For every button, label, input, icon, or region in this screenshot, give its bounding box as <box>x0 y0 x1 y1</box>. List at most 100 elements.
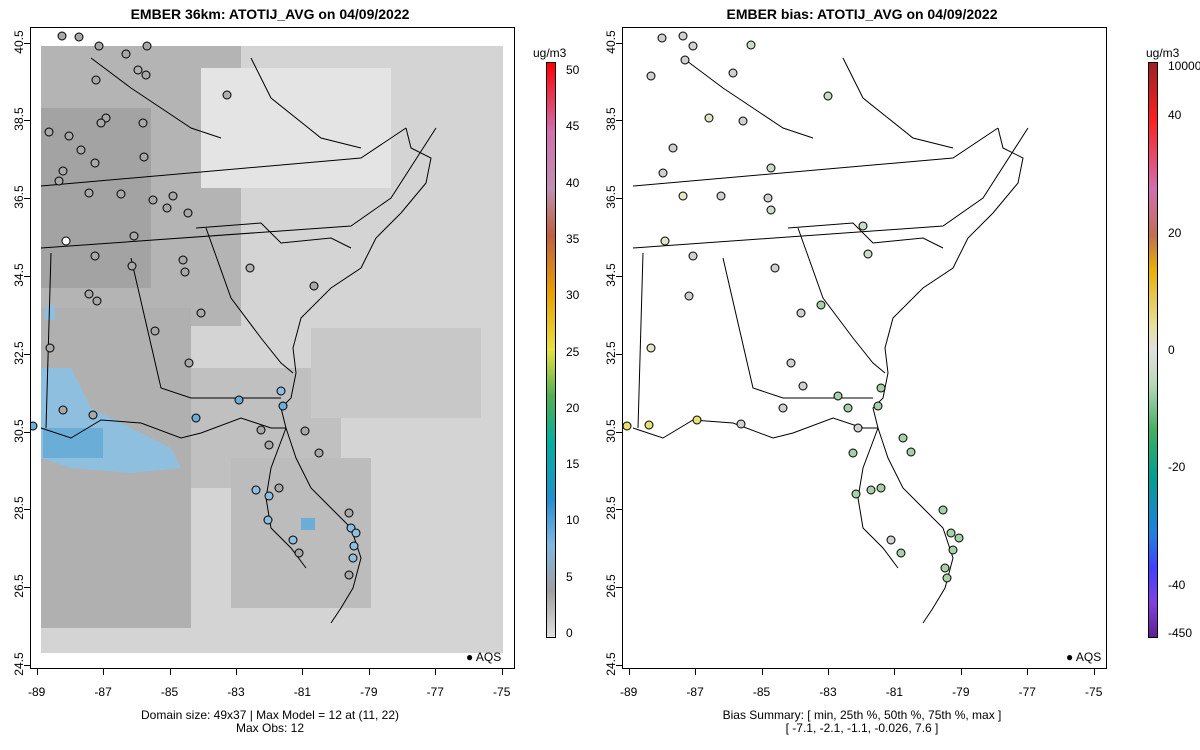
x-tick-label: -81 <box>885 685 904 699</box>
x-tick-label: -77 <box>426 685 444 699</box>
x-tick-label: -83 <box>819 685 837 699</box>
x-tick-mark <box>1093 669 1095 675</box>
right-map <box>623 31 1029 624</box>
right-colorbar-unit: ug/m3 <box>1146 46 1180 60</box>
model-grid-florida-south <box>231 458 371 608</box>
left-colorbar <box>546 62 556 638</box>
y-tick-label: 40.5 <box>12 29 26 54</box>
left-map-frame <box>30 27 515 669</box>
y-tick-label: 30.5 <box>604 418 618 443</box>
y-tick-mark <box>616 42 622 44</box>
colorbar-tick-label: 10000 <box>1168 59 1200 73</box>
x-tick-label: -85 <box>160 685 179 699</box>
left-legend: ● AQS <box>466 650 501 664</box>
y-tick-label: 40.5 <box>604 29 618 54</box>
x-tick-mark <box>894 669 896 675</box>
x-tick-label: -89 <box>27 685 46 699</box>
right-panel-title: EMBER bias: ATOTIJ_AVG on 04/09/2022 <box>726 6 998 22</box>
colorbar-tick-label: 40 <box>566 175 580 190</box>
y-tick-mark <box>616 198 622 200</box>
y-tick-label: 34.5 <box>12 263 26 287</box>
y-tick-mark <box>616 276 622 278</box>
colorbar-tick-label: 20 <box>566 400 580 415</box>
right-footer-line1: Bias Summary: [ min, 25th %, 50th %, 75t… <box>722 708 1002 722</box>
y-tick-label: 36.5 <box>604 185 618 209</box>
x-tick-mark <box>169 669 171 675</box>
x-tick-mark <box>628 669 630 675</box>
x-tick-label: -87 <box>94 685 112 699</box>
legend-dot-icon: ● <box>1066 650 1074 664</box>
x-tick-label: -79 <box>360 685 378 699</box>
y-tick-mark <box>24 276 30 278</box>
right-colorbar <box>1148 62 1158 638</box>
y-tick-mark <box>24 198 30 200</box>
left-map <box>31 31 503 653</box>
x-tick-mark <box>827 669 829 675</box>
colorbar-tick-label: 15 <box>566 457 580 472</box>
y-tick-mark <box>24 42 30 44</box>
right-map-frame <box>622 27 1107 669</box>
x-tick-mark <box>368 669 370 675</box>
x-tick-mark <box>435 669 437 675</box>
y-tick-label: 28.5 <box>604 496 618 521</box>
colorbar-tick-label: 40 <box>1168 108 1182 122</box>
x-tick-mark <box>501 669 503 675</box>
model-grid-high-cell-fl <box>301 518 315 530</box>
colorbar-tick-label: 25 <box>566 344 580 359</box>
x-tick-mark <box>103 669 105 675</box>
model-grid-max-cell <box>43 428 103 458</box>
x-tick-label: -75 <box>493 685 511 699</box>
x-tick-label: -75 <box>1085 685 1103 699</box>
y-tick-label: 38.5 <box>12 107 26 132</box>
right-legend-label: AQS <box>1075 650 1102 664</box>
x-tick-label: -87 <box>686 685 704 699</box>
y-tick-mark <box>616 353 622 355</box>
x-tick-label: -77 <box>1018 685 1036 699</box>
y-tick-mark <box>616 665 622 667</box>
y-tick-label: 26.5 <box>12 574 26 598</box>
x-tick-mark <box>302 669 304 675</box>
right-footer: Bias Summary: [ min, 25th %, 50th %, 75t… <box>622 709 1102 735</box>
x-tick-mark <box>761 669 763 675</box>
x-tick-mark <box>36 669 38 675</box>
colorbar-tick-label: 45 <box>566 119 580 134</box>
x-tick-label: -83 <box>227 685 245 699</box>
y-tick-mark <box>24 120 30 122</box>
model-grid-appalachia-region <box>41 108 151 288</box>
x-tick-mark <box>235 669 237 675</box>
y-tick-label: 26.5 <box>604 574 618 598</box>
colorbar-tick-label: 30 <box>566 288 580 303</box>
model-grid-high-cell-ms <box>45 306 55 320</box>
station-markers <box>31 31 361 580</box>
x-tick-label: -81 <box>293 685 312 699</box>
x-tick-label: -89 <box>619 685 638 699</box>
colorbar-tick-label: 10 <box>566 513 580 528</box>
left-footer-line2: Max Obs: 12 <box>235 721 305 735</box>
colorbar-tick-label: 5 <box>566 569 573 584</box>
right-footer-line2: [ -7.1, -2.1, -1.1, -0.026, 7.6 ] <box>785 721 939 735</box>
y-tick-label: 34.5 <box>604 263 618 287</box>
y-tick-label: 28.5 <box>12 496 26 521</box>
y-tick-label: 30.5 <box>12 418 26 443</box>
y-tick-label: 32.5 <box>604 341 618 365</box>
y-tick-mark <box>24 431 30 433</box>
left-legend-label: AQS <box>475 650 502 664</box>
y-tick-mark <box>616 431 622 433</box>
left-footer-line1: Domain size: 49x37 | Max Model = 12 at (… <box>140 708 400 722</box>
x-tick-label: -79 <box>952 685 970 699</box>
x-tick-label: -85 <box>752 685 771 699</box>
bias-station-markers <box>623 31 964 583</box>
right-legend: ● AQS <box>1066 650 1101 664</box>
legend-dot-icon: ● <box>466 650 474 664</box>
coastline-state-lines-right <box>632 57 1029 624</box>
x-tick-mark <box>695 669 697 675</box>
coastline-state-lines <box>40 57 437 624</box>
left-colorbar-unit: ug/m3 <box>533 46 567 60</box>
left-panel-title: EMBER 36km: ATOTIJ_AVG on 04/09/2022 <box>130 6 410 22</box>
model-grid-lowval-region <box>201 68 391 188</box>
y-tick-mark <box>24 509 30 511</box>
y-tick-label: 36.5 <box>12 185 26 209</box>
colorbar-tick-label: 0 <box>566 626 573 640</box>
left-footer: Domain size: 49x37 | Max Model = 12 at (… <box>30 709 510 735</box>
colorbar-tick-label: 50 <box>566 63 580 77</box>
